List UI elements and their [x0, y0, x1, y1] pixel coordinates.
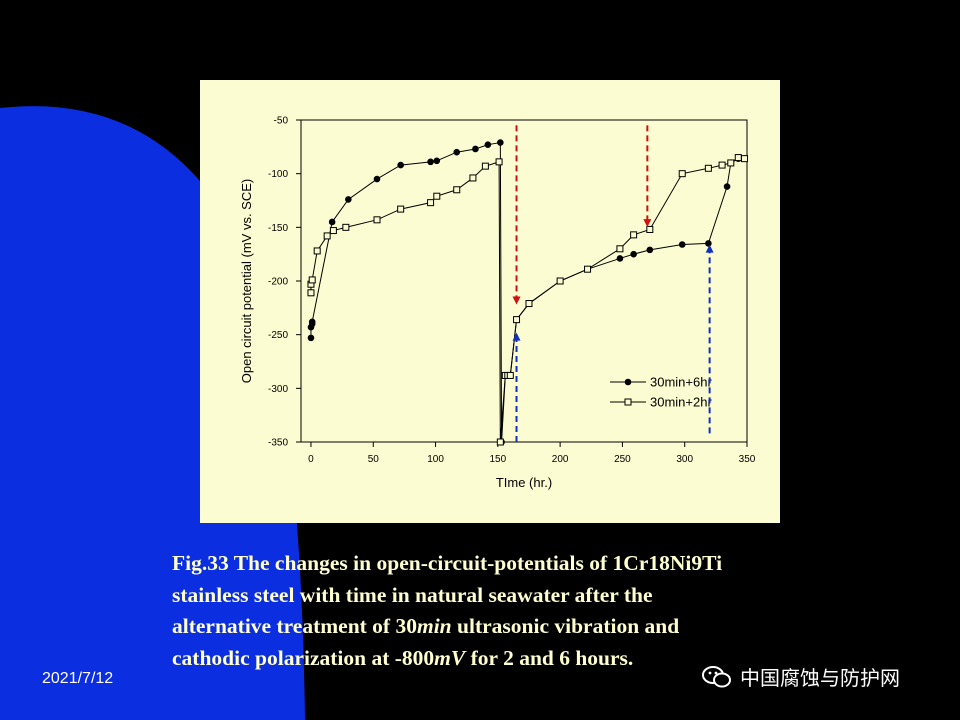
series-1-point	[497, 139, 504, 146]
series-1-point	[308, 318, 316, 326]
legend-label-2: 30min+2hr	[650, 395, 712, 410]
legend-marker-1	[624, 378, 632, 386]
series-2-point	[584, 265, 592, 273]
series-2-point	[741, 155, 749, 163]
series-2-point	[704, 164, 712, 172]
series-1-point	[427, 158, 434, 166]
series-2-point	[307, 289, 315, 297]
series-1-point	[453, 148, 461, 156]
red-arrow-head	[512, 296, 521, 305]
series-2-point	[727, 159, 735, 167]
series-2-point	[427, 199, 435, 207]
chart-panel: 0 50 100 150 200 250 300 350 -350 -300 -250 -200 -15…	[200, 80, 780, 523]
series-1-point	[723, 183, 731, 190]
y-tick-label: -350	[268, 438, 288, 449]
series-2-point	[329, 227, 337, 235]
blue-arrow-head	[705, 244, 714, 253]
series-2-point	[433, 192, 441, 200]
x-tick-label: 100	[427, 454, 444, 465]
red-arrow-head	[643, 219, 652, 228]
ocp-line-chart: 0 50 100 150 200 250 300 350 -350 -300 -250 -200 -15…	[239, 116, 756, 491]
series-2-point	[506, 371, 514, 379]
caption-line-4: cathodic polarization at -800mV for 2 an…	[172, 645, 634, 670]
series-1-point	[345, 196, 352, 203]
legend-marker-2	[624, 398, 632, 406]
series-2-point	[323, 232, 331, 240]
y-tick-label: -100	[268, 169, 288, 180]
y-axis-title: Open circuit potential (mV vs. SCE)	[239, 179, 254, 383]
series-1-point	[433, 157, 441, 165]
series-2-point	[453, 186, 461, 194]
series-1-point	[484, 141, 492, 148]
series-2-point	[313, 247, 321, 255]
series-1-point	[328, 218, 336, 226]
series-1-point	[472, 145, 479, 153]
y-tick-label: -150	[268, 223, 288, 234]
figure-caption: Fig.33 The changes in open-circuit-poten…	[172, 548, 892, 674]
y-tick-label: -300	[268, 384, 288, 395]
y-tick-label: -50	[274, 116, 289, 127]
series-1-point	[373, 175, 381, 183]
series-2-point	[308, 276, 316, 284]
series-2-point	[616, 245, 624, 253]
series-1-point	[646, 246, 654, 254]
series-2-point	[630, 231, 638, 239]
blue-arrow-head	[512, 332, 521, 341]
series-1-point	[630, 250, 637, 258]
series-2-point	[718, 161, 726, 169]
watermark-text: 中国腐蚀与防护网	[740, 666, 900, 690]
x-axis-title: TIme (hr.)	[496, 475, 552, 490]
x-tick-label: 350	[739, 454, 756, 465]
x-tick-label: 300	[676, 454, 693, 465]
legend-label-1: 30min+6hr	[650, 375, 712, 390]
series-2-point	[373, 216, 381, 224]
series-2-point	[469, 174, 477, 182]
series-2-point	[525, 300, 533, 308]
x-tick-label: 200	[552, 454, 569, 465]
series-2-point	[556, 277, 564, 285]
x-tick-label: 0	[308, 454, 314, 465]
series-2-point	[342, 223, 350, 231]
series-1-point	[307, 334, 315, 342]
series-2-point	[481, 162, 489, 170]
series-2-point	[513, 316, 521, 324]
y-tick-label: -200	[268, 277, 288, 288]
x-tick-label: 150	[489, 454, 506, 465]
series-2-point	[678, 170, 686, 178]
slide-date: 2021/7/12	[42, 670, 114, 687]
series-1-point	[678, 241, 686, 248]
series-2-point	[734, 154, 742, 162]
caption-line-2: stainless steel with time in natural sea…	[172, 582, 653, 607]
series-2-point	[496, 438, 504, 446]
series-2-point	[495, 158, 503, 166]
series-1-point	[705, 240, 712, 247]
caption-line-3: alternative treatment of 30min ultrasoni…	[172, 614, 680, 638]
x-tick-label: 250	[614, 454, 631, 465]
series-1-point	[616, 255, 624, 262]
y-tick-label: -250	[268, 330, 288, 341]
x-tick-label: 50	[368, 454, 380, 465]
series-2-point	[646, 225, 654, 233]
wechat-icon	[702, 665, 731, 687]
watermark: 中国腐蚀与防护网	[702, 662, 900, 691]
series-1-point	[397, 161, 404, 169]
series-2-point	[397, 205, 405, 213]
caption-line-1: Fig.33 The changes in open-circuit-poten…	[172, 551, 723, 575]
